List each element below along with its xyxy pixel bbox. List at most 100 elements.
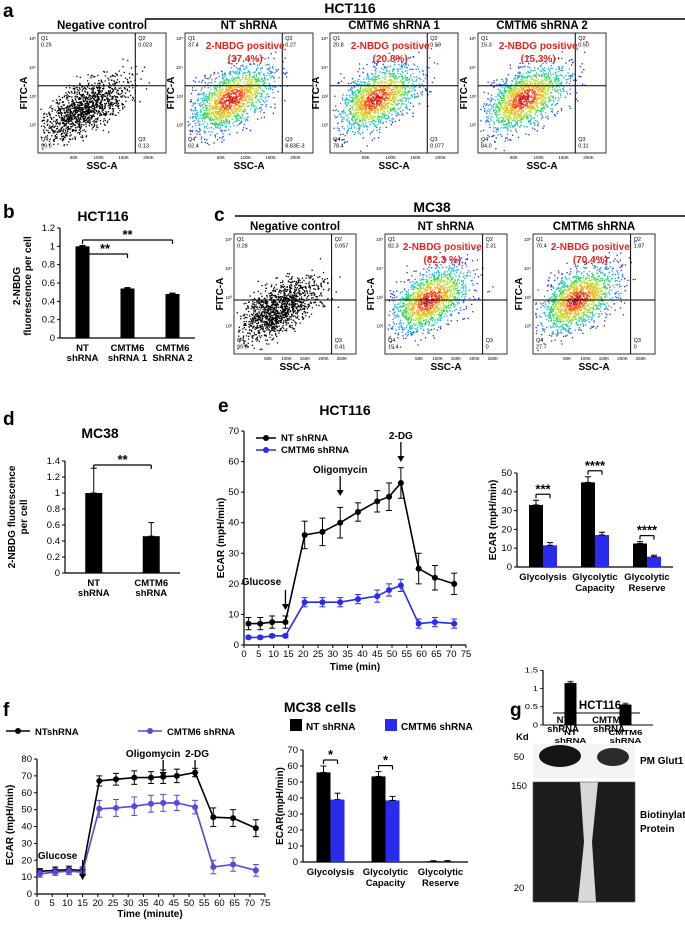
event-dot <box>62 101 64 103</box>
event-dot <box>95 109 97 112</box>
event-dot <box>358 92 360 94</box>
event-dot <box>355 104 357 106</box>
event-dot <box>209 104 211 106</box>
event-dot <box>500 120 502 122</box>
x-tick-label: 200K <box>435 155 446 160</box>
event-dot <box>389 92 391 94</box>
event-dot <box>220 111 223 113</box>
event-dot <box>71 104 73 107</box>
event-dot <box>358 94 360 96</box>
event-dot <box>76 119 78 121</box>
event-dot <box>417 96 419 98</box>
quadrant-q2: Q2 <box>430 36 437 42</box>
event-dot <box>84 116 86 118</box>
event-dot <box>361 103 363 105</box>
event-dot <box>222 92 224 94</box>
y-tick-label: 10³ <box>321 94 328 99</box>
event-dot <box>273 97 275 99</box>
event-dot <box>78 110 80 113</box>
event-dot <box>53 120 55 122</box>
event-dot <box>96 86 98 88</box>
event-dot <box>91 95 94 97</box>
event-dot <box>400 76 403 78</box>
event-dot <box>59 129 61 131</box>
event-dot <box>352 97 354 100</box>
event-dot <box>68 114 70 116</box>
event-dot <box>528 56 530 58</box>
event-dot <box>59 131 62 133</box>
event-dot <box>576 48 578 50</box>
event-dot <box>376 99 378 102</box>
event-dot <box>203 109 205 111</box>
event-dot <box>360 103 362 106</box>
event-dot <box>558 68 560 70</box>
event-dot <box>413 93 416 96</box>
event-dot <box>373 87 376 89</box>
event-dot <box>235 119 237 121</box>
event-dot <box>392 95 395 97</box>
event-dot <box>391 80 393 82</box>
event-dot <box>384 102 386 104</box>
event-dot <box>196 133 198 135</box>
event-dot <box>224 121 226 123</box>
event-dot <box>115 101 118 103</box>
event-dot <box>264 96 267 98</box>
event-dot <box>62 138 65 140</box>
event-dot <box>272 92 274 94</box>
event-dot <box>513 78 515 80</box>
event-dot <box>381 97 384 99</box>
event-dot <box>264 101 266 103</box>
event-dot <box>238 109 240 111</box>
event-dot <box>81 135 83 137</box>
event-dot <box>52 124 54 126</box>
event-dot <box>107 100 109 102</box>
event-dot <box>375 78 377 81</box>
event-dot <box>533 108 536 110</box>
event-dot <box>69 87 71 89</box>
event-dot <box>234 72 236 74</box>
event-dot <box>355 107 358 109</box>
event-dot <box>86 100 88 103</box>
event-dot <box>382 107 384 109</box>
event-dot <box>85 91 87 93</box>
event-dot <box>341 119 343 121</box>
event-dot <box>258 86 260 88</box>
event-dot <box>200 114 202 117</box>
event-dot <box>536 104 538 106</box>
event-dot <box>415 79 417 81</box>
event-dot <box>118 92 120 95</box>
event-dot <box>359 113 361 116</box>
event-dot <box>236 96 238 98</box>
event-dot <box>342 111 345 113</box>
event-dot <box>254 91 256 93</box>
event-dot <box>211 79 213 81</box>
event-dot <box>79 84 81 86</box>
event-dot <box>569 107 572 109</box>
event-dot <box>502 121 504 123</box>
event-dot <box>206 127 208 129</box>
event-dot <box>359 83 361 85</box>
event-dot <box>90 95 92 97</box>
event-dot <box>215 100 217 102</box>
event-dot <box>509 93 511 95</box>
event-dot <box>233 88 235 91</box>
event-dot <box>384 66 386 68</box>
event-dot <box>364 107 366 109</box>
event-dot <box>352 114 354 116</box>
event-dot <box>520 106 522 109</box>
event-dot <box>270 106 272 108</box>
event-dot <box>81 107 83 109</box>
event-dot <box>244 96 246 98</box>
event-dot <box>258 99 260 101</box>
event-dot <box>205 108 207 110</box>
event-dot <box>83 87 85 90</box>
event-dot <box>197 111 199 114</box>
event-dot <box>135 65 137 68</box>
event-dot <box>262 80 265 82</box>
event-dot <box>216 114 218 116</box>
event-dot <box>216 102 218 104</box>
event-dot <box>219 112 221 114</box>
event-dot <box>70 138 72 141</box>
event-dot <box>100 95 102 98</box>
event-dot <box>231 104 233 107</box>
